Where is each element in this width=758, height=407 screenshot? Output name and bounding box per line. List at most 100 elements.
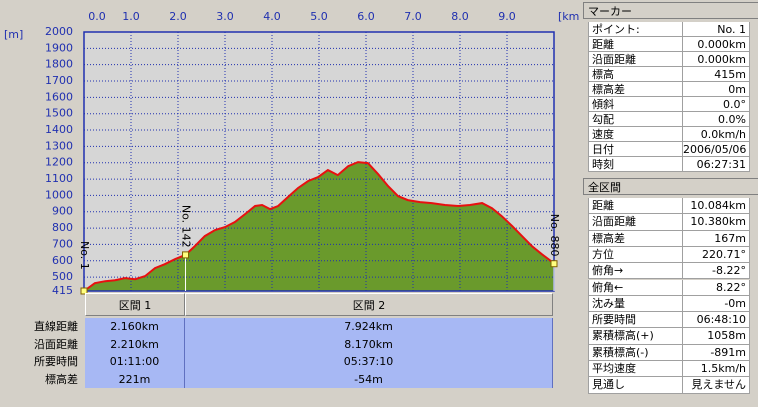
x-tick-label: 4.0 bbox=[263, 10, 281, 23]
field-value: -8.22° bbox=[683, 263, 750, 280]
x-unit: [km] bbox=[558, 10, 580, 23]
field-label: 標高 bbox=[588, 67, 683, 82]
field-value: 10.380km bbox=[683, 214, 750, 231]
field-label: ポイント: bbox=[588, 22, 683, 37]
y-tick-label: 1500 bbox=[45, 107, 73, 120]
panel-title: マーカー bbox=[583, 2, 758, 19]
y-tick-label: 900 bbox=[52, 205, 73, 218]
field-value: 見えません bbox=[683, 377, 750, 394]
row-label: 直線距離 bbox=[34, 320, 78, 333]
field-value: 1058m bbox=[683, 328, 750, 345]
field-value: 220.71° bbox=[683, 246, 750, 264]
x-tick-label: 1.0 bbox=[122, 10, 140, 23]
field-value: No. 1 bbox=[683, 22, 750, 37]
field-label: 速度 bbox=[588, 127, 683, 142]
section-value: 05:37:10 bbox=[185, 353, 553, 371]
section-value: 7.924km bbox=[185, 318, 553, 336]
section-value: 8.170km bbox=[185, 335, 553, 353]
field-label: 俯角← bbox=[588, 279, 683, 296]
field-label: 距離 bbox=[588, 198, 683, 215]
section-value: 221m bbox=[85, 370, 185, 388]
x-tick-label: 8.0 bbox=[451, 10, 469, 23]
row-label: 標高差 bbox=[45, 372, 78, 386]
section-value: 2.160km bbox=[85, 318, 185, 336]
field-value: 8.22° bbox=[683, 279, 750, 296]
y-tick-label: 1600 bbox=[45, 90, 73, 103]
marker-point bbox=[80, 287, 88, 295]
y-tick-label: 500 bbox=[52, 270, 73, 283]
marker-point bbox=[550, 260, 558, 268]
y-tick-label: 1000 bbox=[45, 188, 73, 201]
x-tick-label: 2.0 bbox=[169, 10, 187, 23]
y-tick-label: 1900 bbox=[45, 41, 73, 54]
field-label: 勾配 bbox=[588, 112, 683, 127]
field-value: 06:48:10 bbox=[683, 312, 750, 329]
field-label: 方位 bbox=[588, 246, 683, 264]
y-tick-label: 1100 bbox=[45, 172, 73, 185]
elevation-area bbox=[84, 162, 554, 291]
row-label: 所要時間 bbox=[34, 355, 78, 368]
field-value: 10.084km bbox=[683, 198, 750, 215]
field-label: 時刻 bbox=[588, 157, 683, 172]
field-value: 0.000km bbox=[683, 37, 750, 52]
y-tick-label: 1400 bbox=[45, 123, 73, 136]
y-unit: [m] bbox=[4, 28, 23, 41]
field-value: 06:27:31 bbox=[683, 157, 750, 172]
field-label: 累積標高(-) bbox=[588, 344, 683, 361]
field-label: 所要時間 bbox=[588, 312, 683, 329]
field-value: 0.0° bbox=[683, 97, 750, 112]
marker-label: No. 1 bbox=[78, 241, 91, 270]
field-label: 平均速度 bbox=[588, 361, 683, 378]
section-header: 区間 1 bbox=[85, 293, 185, 316]
x-tick-label: 6.0 bbox=[357, 10, 375, 23]
field-label: 傾斜 bbox=[588, 97, 683, 112]
x-tick-label: 9.0 bbox=[498, 10, 516, 23]
y-tick-label: 415 bbox=[52, 284, 73, 295]
y-tick-label: 600 bbox=[52, 254, 73, 267]
x-tick-label: 5.0 bbox=[310, 10, 328, 23]
field-value: 1.5km/h bbox=[683, 361, 750, 378]
marker-label: No. 142 bbox=[180, 205, 193, 248]
y-tick-label: 800 bbox=[52, 221, 73, 234]
field-label: 見通し bbox=[588, 377, 683, 394]
row-label: 沿面距離 bbox=[34, 337, 78, 351]
x-tick-label: 7.0 bbox=[404, 10, 422, 23]
field-value: -0m bbox=[683, 295, 750, 313]
field-value: 0.0% bbox=[683, 112, 750, 127]
section-value: 01:11:00 bbox=[85, 353, 185, 371]
y-tick-label: 700 bbox=[52, 237, 73, 250]
y-tick-label: 1700 bbox=[45, 74, 73, 87]
field-label: 累積標高(+) bbox=[588, 328, 683, 345]
field-label: 標高差 bbox=[588, 82, 683, 97]
field-label: 距離 bbox=[588, 37, 683, 52]
y-tick-label: 1200 bbox=[45, 156, 73, 169]
field-value: -891m bbox=[683, 344, 750, 361]
field-value: 0.0km/h bbox=[683, 127, 750, 142]
y-tick-label: 2000 bbox=[45, 25, 73, 38]
field-value: 415m bbox=[683, 67, 750, 82]
section-header: 区間 2 bbox=[185, 293, 553, 316]
field-label: 沈み量 bbox=[588, 295, 683, 313]
elevation-line bbox=[83, 161, 555, 292]
marker-label: No. 880 bbox=[548, 214, 561, 257]
section-value: -54m bbox=[185, 370, 553, 388]
y-tick-label: 1300 bbox=[45, 139, 73, 152]
section-value: 2.210km bbox=[85, 335, 185, 353]
field-label: 日付 bbox=[588, 142, 683, 157]
field-value: 0.000km bbox=[683, 52, 750, 67]
marker-point bbox=[182, 251, 190, 259]
field-value: 0m bbox=[683, 82, 750, 97]
field-value: 167m bbox=[683, 230, 750, 247]
field-label: 沿面距離 bbox=[588, 214, 683, 231]
field-label: 俯角→ bbox=[588, 263, 683, 280]
panel-title: 全区間 bbox=[583, 178, 758, 195]
x-tick-label: 3.0 bbox=[216, 10, 234, 23]
field-label: 沿面距離 bbox=[588, 52, 683, 67]
field-value: 2006/05/06 bbox=[683, 142, 750, 157]
x-tick-label: 0.0 bbox=[88, 10, 106, 23]
field-label: 標高差 bbox=[588, 230, 683, 247]
y-tick-label: 1800 bbox=[45, 58, 73, 71]
plot-border bbox=[83, 31, 555, 292]
